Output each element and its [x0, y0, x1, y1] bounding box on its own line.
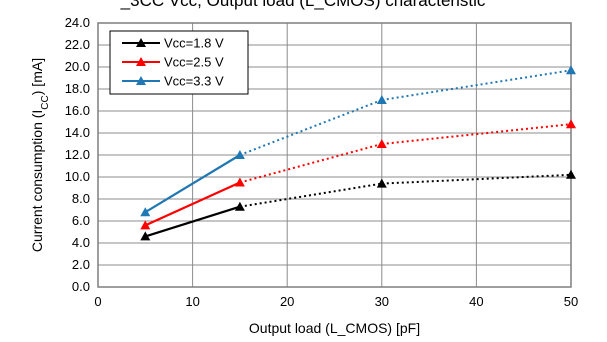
data-point: [566, 65, 576, 75]
y-axis-label-subscript: CC: [40, 95, 51, 109]
x-tick-label: 50: [564, 294, 578, 309]
series-line-segment: [144, 181, 241, 227]
legend-marker: [136, 38, 146, 47]
y-tick-label: 16.0: [65, 103, 90, 118]
y-tick-label: 20.0: [65, 59, 90, 74]
legend-label: Vcc=1.8 V: [164, 36, 224, 51]
data-point: [376, 178, 387, 188]
series-1: [140, 169, 576, 241]
y-tick-label: 18.0: [65, 81, 90, 96]
legend-marker: [136, 57, 146, 66]
y-axis-label: Current consumption (ICC) [mA]: [29, 58, 51, 252]
legend: Vcc=1.8 V Vcc=2.5 V Vcc=3.3 V: [109, 30, 249, 95]
series-line-segment: [144, 154, 241, 214]
series-line-segment: [239, 99, 383, 156]
data-point: [234, 177, 245, 187]
y-tick-label: 14.0: [65, 125, 90, 140]
y-tick-label: 22.0: [65, 37, 90, 52]
data-point: [140, 220, 151, 230]
y-tick-label: 12.0: [65, 147, 90, 162]
plot-frame: [97, 22, 572, 288]
y-tick-label: 24.0: [65, 15, 90, 30]
y-tick-label: 0.0: [72, 279, 90, 294]
x-tick-label: 30: [375, 294, 389, 309]
series-line-segment: [381, 69, 572, 101]
x-tick-label: 40: [469, 294, 483, 309]
x-tick-label: 10: [185, 294, 199, 309]
legend-item: Vcc=3.3 V: [122, 74, 224, 89]
legend-item: Vcc=2.5 V: [122, 55, 224, 70]
y-tick-label: 8.0: [72, 191, 90, 206]
x-axis-label: Output load (L_CMOS) [pF]: [249, 320, 420, 336]
data-point: [566, 119, 576, 129]
data-point: [566, 169, 576, 179]
data-point: [234, 150, 245, 159]
tick-labels: 0.0 2.0 4.0 6.0 8.0 10.0 12.0 14.0 16.0 18.0 20.0 2…: [65, 15, 579, 309]
data-point: [140, 207, 151, 217]
series-layer: [140, 65, 576, 241]
series-line-segment: [381, 123, 572, 145]
x-tick-label: 20: [280, 294, 294, 309]
y-tick-label: 6.0: [72, 213, 90, 228]
series-2: [140, 119, 576, 230]
data-point: [376, 139, 387, 148]
series-line-segment: [239, 182, 382, 208]
series-3: [140, 65, 576, 217]
data-point: [376, 95, 387, 104]
y-tick-label: 10.0: [65, 169, 90, 184]
y-tick-label: 2.0: [72, 257, 90, 272]
data-point: [140, 231, 151, 241]
legend-label: Vcc=2.5 V: [164, 55, 224, 70]
chart-title: _3CC Vcc, Output load (L_CMOS) character…: [120, 0, 486, 10]
data-point: [234, 201, 245, 211]
y-axis-label-suffix: ) [mA]: [29, 58, 45, 95]
legend-item: Vcc=1.8 V: [122, 36, 224, 51]
legend-label: Vcc=3.3 V: [164, 74, 224, 89]
legend-marker: [136, 76, 146, 85]
y-axis-label-prefix: Current consumption (I: [29, 110, 45, 252]
x-tick-label: 0: [94, 294, 101, 309]
series-line-segment: [381, 173, 572, 185]
y-tick-label: 4.0: [72, 235, 90, 250]
series-line-segment: [144, 205, 241, 238]
